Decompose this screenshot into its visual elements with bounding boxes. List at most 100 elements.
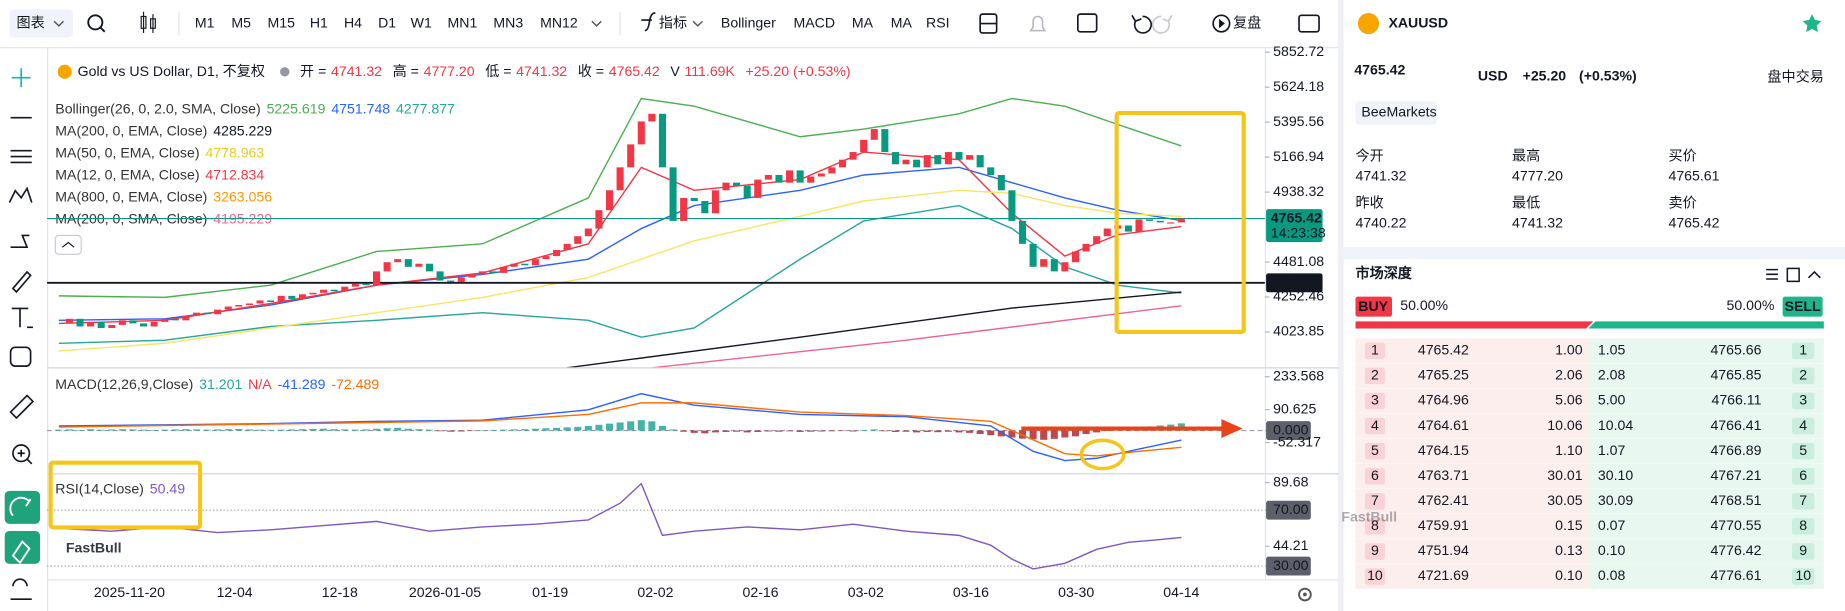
candle (838, 159, 847, 168)
indicator-button[interactable]: RSI (926, 14, 950, 30)
macd-bar (256, 429, 264, 431)
indicator-value: 4277.877 (396, 100, 455, 116)
candle (65, 318, 73, 324)
favorite-star[interactable] (1802, 14, 1822, 33)
ask-price: 4768.51 (1710, 492, 1761, 508)
price-level-badge (1266, 273, 1323, 293)
dropdown-arrow[interactable] (692, 20, 703, 27)
candle (891, 152, 899, 165)
candle (373, 271, 381, 286)
candle (1040, 259, 1048, 267)
candle (298, 294, 306, 299)
macd-bar (553, 427, 561, 431)
candle (849, 152, 857, 160)
candle-type-icon[interactable] (140, 11, 156, 33)
candle (1008, 190, 1016, 221)
ask-row-bg (1588, 388, 1824, 414)
macd-bar (658, 425, 666, 431)
macd-bar (754, 430, 762, 432)
last-price: 4765.42 (1354, 61, 1405, 77)
stat-value: 4741.32 (1356, 167, 1407, 183)
timeframe-button[interactable]: W1 (411, 14, 432, 30)
ask-index: 3 (1799, 392, 1807, 408)
bid-index-badge (1364, 543, 1385, 560)
macd-bar (605, 423, 614, 431)
indicator-name: MA(50, 0, EMA, Close) (55, 144, 199, 160)
candle (764, 174, 772, 180)
candle (362, 283, 370, 286)
ask-index: 1 (1799, 342, 1807, 358)
indicator-button[interactable]: MA (891, 14, 913, 30)
ohlc-value: 4741.32 (516, 63, 567, 79)
depth-tools[interactable] (1766, 267, 1821, 283)
sub-tick-label: 233.568 (1273, 367, 1324, 383)
bid-row-bg (1355, 438, 1589, 464)
timeframe-button[interactable]: M1 (195, 14, 215, 30)
alert-icon[interactable] (1029, 15, 1047, 32)
bid-price: 4765.42 (1418, 342, 1469, 358)
candle (1050, 259, 1058, 272)
timeframe-button[interactable]: M5 (231, 14, 251, 30)
macd-bar (680, 430, 688, 432)
timeframe-button[interactable]: MN12 (540, 14, 578, 30)
dropdown-arrow[interactable] (591, 20, 602, 27)
replay-button[interactable]: 复盘 (1233, 14, 1261, 30)
indicator-button[interactable]: MACD (793, 14, 835, 30)
timeframe-button[interactable]: MN1 (448, 14, 478, 30)
stat-label: 最高 (1512, 147, 1540, 163)
calendar-icon[interactable] (1076, 13, 1098, 33)
timeframe-button[interactable]: MN3 (493, 14, 523, 30)
candle (457, 277, 465, 283)
price-change: +25.20 (1523, 67, 1567, 83)
candle (574, 236, 582, 244)
candle (934, 155, 942, 165)
date-label: 12-18 (322, 584, 358, 600)
macd-bar (55, 429, 63, 431)
macd-bar (425, 429, 434, 431)
lock-draw-icon (11, 540, 31, 565)
indicators-icon[interactable] (641, 12, 656, 32)
timeframe-button[interactable]: M15 (267, 14, 295, 30)
macd-bar (764, 430, 772, 432)
timeframe-button[interactable]: H4 (344, 14, 362, 30)
gear-icon[interactable] (1298, 587, 1312, 602)
indicators-menu[interactable]: 指标 (659, 14, 687, 30)
search-icon[interactable] (87, 14, 104, 31)
main-pane (47, 97, 1265, 368)
indicator-button[interactable]: MA (852, 14, 874, 30)
candle (1167, 222, 1175, 224)
macd-bar (1082, 430, 1090, 435)
date-label: 12-04 (217, 584, 253, 600)
ask-price: 4766.41 (1710, 417, 1761, 433)
ohlc-label: 低 = (485, 63, 511, 79)
fullscreen-icon[interactable] (1298, 14, 1320, 33)
ask-price: 4766.11 (1712, 392, 1762, 408)
macd-bar (277, 429, 285, 431)
ask-size: 5.00 (1598, 392, 1626, 408)
candle (425, 263, 434, 272)
indicator-value: 4751.748 (331, 100, 390, 116)
ask-index-badge (1792, 467, 1815, 485)
replay-icon[interactable] (1212, 14, 1231, 33)
macd-bar (447, 430, 455, 432)
chart-layer: 图表 M1 M5 M15 H1 H4 D1 W1 MN1 MN3 MN12 指标 Bollinger MA… (16, 14, 1325, 600)
sidebar-tools[interactable] (8, 68, 35, 601)
candle (786, 170, 794, 183)
timeframe-button[interactable]: H1 (310, 14, 328, 30)
ask-index: 8 (1799, 517, 1807, 533)
chart-menu[interactable]: 图表 (16, 14, 44, 30)
indicator-button[interactable]: Bollinger (721, 14, 776, 30)
macd-bar (733, 430, 741, 432)
ask-row-bg (1588, 363, 1824, 389)
sidebar-active-tool[interactable] (4, 490, 41, 524)
timeframe-button[interactable]: D1 (378, 14, 396, 30)
candle (605, 190, 614, 211)
sub-tick-label: 90.625 (1273, 400, 1316, 416)
symbol-icon (57, 64, 72, 79)
indicator-name: Bollinger(26, 0, 2.0, SMA, Close) (55, 100, 260, 116)
chart-menu-button[interactable] (9, 9, 73, 38)
collapse-legend-button[interactable] (54, 234, 82, 255)
undo-icon[interactable] (1131, 14, 1152, 34)
redo-icon[interactable] (1151, 14, 1173, 34)
